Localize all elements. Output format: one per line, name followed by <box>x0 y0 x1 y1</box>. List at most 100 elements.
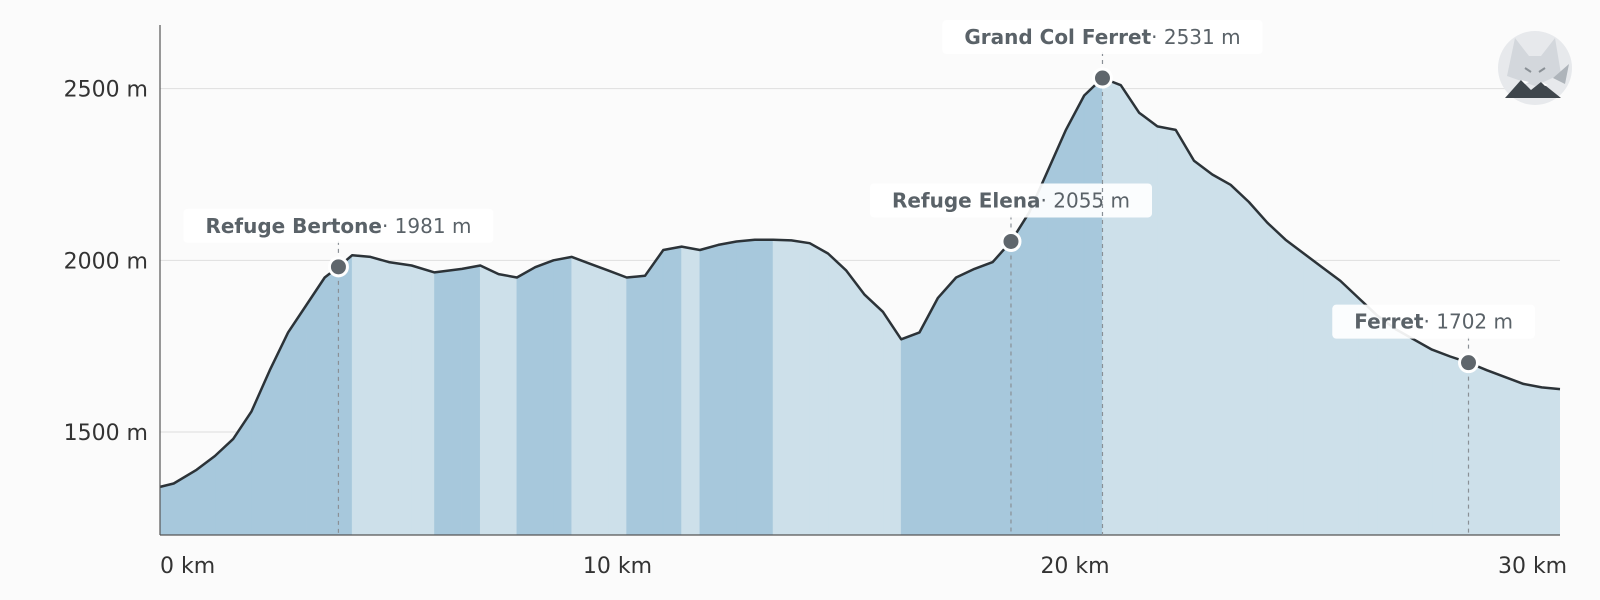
downhill-segment <box>1504 376 1524 535</box>
uphill-segment <box>717 241 737 535</box>
downhill-segment <box>1486 369 1506 535</box>
uphill-segment <box>534 259 554 535</box>
downhill-segment <box>1266 221 1286 535</box>
waypoint-label-box <box>183 208 494 243</box>
downhill-segment <box>1193 160 1213 535</box>
waypoint[interactable]: Grand Col Ferret· 2531 m <box>942 20 1263 535</box>
downhill-segment <box>1376 314 1396 535</box>
downhill-segment <box>1120 84 1140 535</box>
uphill-segment <box>1083 77 1103 535</box>
uphill-segment <box>662 246 682 535</box>
downhill-segment <box>411 265 435 535</box>
uphill-segment <box>974 261 993 535</box>
uphill-segment <box>992 240 1012 535</box>
y-tick-label: 2000 m <box>64 249 148 274</box>
waypoint-marker[interactable] <box>1457 352 1479 374</box>
downhill-segment <box>1138 112 1158 535</box>
downhill-segment <box>1175 128 1195 535</box>
uphill-segment <box>160 483 175 535</box>
downhill-segment <box>388 261 412 535</box>
profile-line <box>159 76 1561 489</box>
uphill-segment <box>324 266 339 535</box>
x-tick-label: 0 km <box>160 554 215 579</box>
waypoint[interactable]: Ferret· 1702 m <box>1332 304 1535 535</box>
uphill-segment <box>173 469 197 535</box>
waypoints: Refuge Bertone· 1981 m Refuge Elena· 2055… <box>183 20 1535 535</box>
downhill-segment <box>1157 126 1176 535</box>
x-tick-label: 30 km <box>1498 554 1567 579</box>
y-tick-label: 2500 m <box>64 78 148 103</box>
waypoint-label: Grand Col Ferret· 2531 m <box>964 25 1240 49</box>
downhill-segment <box>1303 252 1323 535</box>
uphill-segment <box>553 256 573 535</box>
uphill-segment <box>251 370 271 535</box>
uphill-segment <box>699 244 719 535</box>
waypoint-label: Ferret· 1702 m <box>1354 310 1513 334</box>
downhill-segment <box>1248 201 1268 535</box>
uphill-segment <box>338 254 353 535</box>
waypoint-label-box <box>1332 304 1535 339</box>
downhill-segment <box>1285 239 1305 535</box>
uphill-segment <box>626 275 646 535</box>
fox-logo-icon[interactable] <box>1498 31 1572 105</box>
waypoint-label: Refuge Elena· 2055 m <box>892 188 1130 212</box>
waypoint-elevation: · 1981 m <box>382 214 471 238</box>
downhill-segment <box>809 242 829 535</box>
downhill-segment <box>827 252 847 535</box>
uphill-segment <box>736 239 756 535</box>
downhill-segment <box>1431 349 1451 535</box>
x-tick-label: 10 km <box>583 554 652 579</box>
downhill-segment <box>370 256 390 535</box>
downhill-segment <box>772 239 792 535</box>
downhill-segment <box>351 254 371 535</box>
waypoint-name: Ferret <box>1354 310 1424 334</box>
waypoint-label-box <box>942 20 1263 55</box>
downhill-segment <box>1523 383 1542 535</box>
waypoint-name: Refuge Elena <box>892 188 1041 212</box>
downhill-segment <box>1413 338 1433 535</box>
waypoint-elevation: · 1702 m <box>1424 310 1513 334</box>
downhill-segment <box>1449 356 1469 535</box>
x-tick-label: 20 km <box>1040 554 1109 579</box>
downhill-segment <box>845 269 865 535</box>
uphill-segment <box>955 268 975 535</box>
waypoint-elevation: · 2055 m <box>1041 188 1130 212</box>
uphill-segment <box>461 265 481 535</box>
downhill-segment <box>1394 328 1414 535</box>
uphill-segment <box>919 297 939 535</box>
downhill-segment <box>1541 387 1560 535</box>
uphill-segment <box>900 332 920 535</box>
y-tick-label: 1500 m <box>64 421 148 446</box>
uphill-segment <box>1010 211 1030 535</box>
waypoint-marker[interactable] <box>327 256 349 278</box>
uphill-segment <box>287 303 307 535</box>
waypoint[interactable]: Refuge Elena· 2055 m <box>869 183 1152 535</box>
uphill-segment <box>232 410 252 535</box>
uphill-segment <box>754 239 774 535</box>
downhill-segment <box>1230 184 1250 535</box>
downhill-segment <box>479 265 499 535</box>
waypoint-name: Grand Col Ferret <box>964 25 1151 49</box>
downhill-segment <box>589 263 609 535</box>
downhill-segment <box>864 293 884 535</box>
uphill-segment <box>434 268 463 535</box>
waypoint-label-box <box>869 183 1152 218</box>
uphill-segment <box>1065 95 1085 535</box>
waypoint-label: Refuge Bertone· 1981 m <box>205 214 471 238</box>
waypoint[interactable]: Refuge Bertone· 1981 m <box>183 208 494 535</box>
downhill-segment <box>681 246 701 535</box>
downhill-segment <box>571 256 591 535</box>
downhill-segment <box>791 240 810 535</box>
uphill-segment <box>306 276 326 535</box>
uphill-segment <box>644 249 664 535</box>
downhill-segment <box>1468 362 1488 535</box>
uphill-segment <box>516 266 536 535</box>
uphill-segment <box>937 276 957 535</box>
x-tick-labels: 0 km 10 km 20 km 30 km <box>160 554 1567 579</box>
downhill-segment <box>498 273 518 535</box>
y-tick-labels: 1500 m 2000 m 2500 m <box>64 78 148 446</box>
waypoint-marker[interactable] <box>1000 230 1022 252</box>
waypoint-marker[interactable] <box>1091 67 1113 89</box>
uphill-segment <box>1028 170 1048 535</box>
